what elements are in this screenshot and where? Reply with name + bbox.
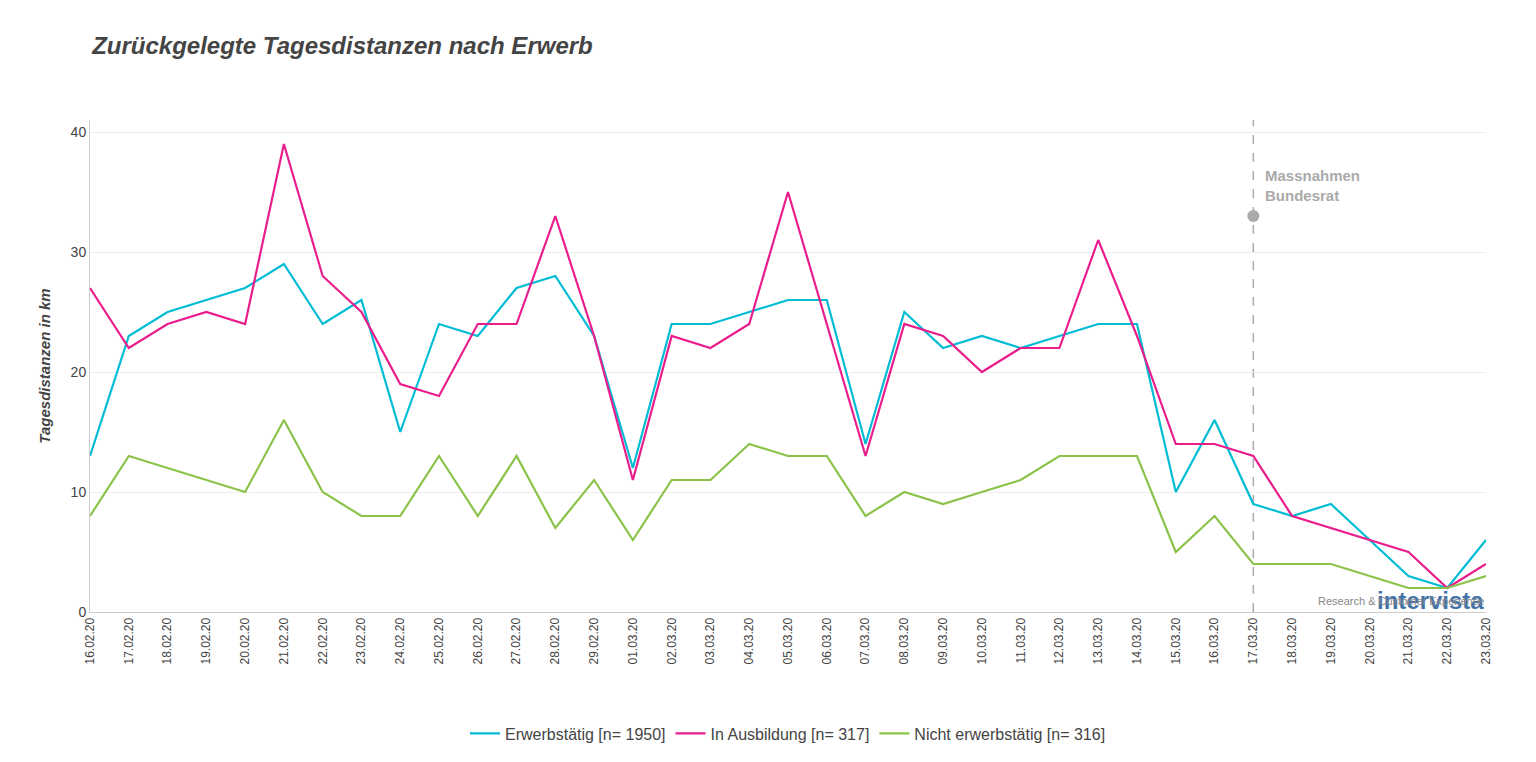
svg-text:19.03.20: 19.03.20 xyxy=(1324,617,1338,664)
svg-text:16.02.20: 16.02.20 xyxy=(83,617,97,664)
svg-text:07.03.20: 07.03.20 xyxy=(858,617,872,664)
svg-text:12.03.20: 12.03.20 xyxy=(1052,617,1066,664)
svg-text:16.03.20: 16.03.20 xyxy=(1207,617,1221,664)
svg-text:Erwerbstätig [n= 1950]: Erwerbstätig [n= 1950] xyxy=(505,726,666,743)
svg-text:01.03.20: 01.03.20 xyxy=(626,617,640,664)
svg-text:06.03.20: 06.03.20 xyxy=(820,617,834,664)
svg-text:Zurückgelegte Tagesdistanzen n: Zurückgelegte Tagesdistanzen nach Erwerb xyxy=(91,32,593,59)
svg-text:24.02.20: 24.02.20 xyxy=(393,617,407,664)
svg-text:20: 20 xyxy=(71,364,87,380)
svg-text:40: 40 xyxy=(71,124,87,140)
svg-text:18.03.20: 18.03.20 xyxy=(1285,617,1299,664)
svg-text:17.02.20: 17.02.20 xyxy=(122,617,136,664)
svg-text:Tagesdistanzen in km: Tagesdistanzen in km xyxy=(36,288,53,443)
svg-text:26.02.20: 26.02.20 xyxy=(471,617,485,664)
svg-text:28.02.20: 28.02.20 xyxy=(548,617,562,664)
svg-text:20.02.20: 20.02.20 xyxy=(238,617,252,664)
svg-text:05.03.20: 05.03.20 xyxy=(781,617,795,664)
svg-text:08.03.20: 08.03.20 xyxy=(897,617,911,664)
svg-text:02.03.20: 02.03.20 xyxy=(665,617,679,664)
svg-text:17.03.20: 17.03.20 xyxy=(1246,617,1260,664)
svg-text:MassnahmenBundesrat: MassnahmenBundesrat xyxy=(1265,167,1360,204)
svg-text:23.02.20: 23.02.20 xyxy=(354,617,368,664)
svg-text:intervista: intervista xyxy=(1377,587,1484,614)
svg-text:22.03.20: 22.03.20 xyxy=(1440,617,1454,664)
svg-text:23.03.20: 23.03.20 xyxy=(1479,617,1493,664)
svg-text:14.03.20: 14.03.20 xyxy=(1130,617,1144,664)
svg-text:25.02.20: 25.02.20 xyxy=(432,617,446,664)
svg-text:10.03.20: 10.03.20 xyxy=(975,617,989,664)
svg-text:03.03.20: 03.03.20 xyxy=(703,617,717,664)
svg-text:09.03.20: 09.03.20 xyxy=(936,617,950,664)
svg-text:In Ausbildung [n= 317]: In Ausbildung [n= 317] xyxy=(711,726,870,743)
svg-text:21.02.20: 21.02.20 xyxy=(277,617,291,664)
svg-text:04.03.20: 04.03.20 xyxy=(742,617,756,664)
svg-text:0: 0 xyxy=(78,604,86,620)
svg-text:22.02.20: 22.02.20 xyxy=(316,617,330,664)
svg-text:11.03.20: 11.03.20 xyxy=(1014,617,1028,663)
svg-text:10: 10 xyxy=(71,484,87,500)
svg-text:13.03.20: 13.03.20 xyxy=(1091,617,1105,664)
svg-text:15.03.20: 15.03.20 xyxy=(1169,617,1183,664)
svg-text:30: 30 xyxy=(71,244,87,260)
svg-text:Research & Customer Experience: Research & Customer Experience xyxy=(1318,595,1484,607)
svg-text:21.03.20: 21.03.20 xyxy=(1401,617,1415,664)
svg-text:27.02.20: 27.02.20 xyxy=(509,617,523,664)
svg-text:20.03.20: 20.03.20 xyxy=(1363,617,1377,664)
svg-text:18.02.20: 18.02.20 xyxy=(160,617,174,664)
svg-text:29.02.20: 29.02.20 xyxy=(587,617,601,664)
svg-text:Nicht erwerbstätig [n= 316]: Nicht erwerbstätig [n= 316] xyxy=(914,726,1105,743)
svg-text:19.02.20: 19.02.20 xyxy=(199,617,213,664)
